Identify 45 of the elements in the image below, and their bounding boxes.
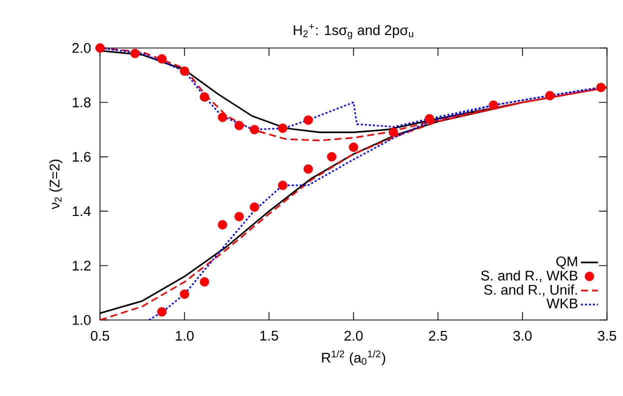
point: [218, 112, 228, 122]
point: [488, 100, 498, 110]
point: [596, 82, 606, 92]
x-tick-label: 1.5: [260, 330, 278, 341]
point: [95, 43, 105, 53]
point: [234, 120, 244, 130]
point: [218, 220, 228, 230]
y-axis-title: ν$_{2}$ (Z=2): [49, 160, 62, 210]
point: [304, 164, 313, 174]
legend-label: QM: [556, 256, 578, 269]
point: [424, 114, 434, 124]
x-tick-label: 3.5: [598, 330, 616, 341]
x-tick-label: 2.5: [429, 330, 448, 341]
point: [180, 66, 190, 76]
point: [545, 90, 555, 100]
point: [157, 307, 167, 317]
y-tick-label: 1.0: [72, 315, 91, 325]
legend-label: S. and R., Unif.: [484, 284, 577, 296]
legend-label: S. and R., WKB: [481, 270, 578, 282]
y-tick-label: 1.8: [72, 97, 91, 108]
x-tick-label: 2.0: [344, 330, 363, 341]
legend-label: WKB: [546, 298, 578, 308]
chart-title: H$_{2}$$^{+}$: 1sσ$_{g}$ and 2pσ$_{u}$: [294, 24, 414, 40]
x-tick-label: 3.0: [513, 330, 532, 341]
x-tick-label: 0.5: [90, 330, 110, 341]
point: [250, 202, 260, 212]
point: [200, 277, 210, 287]
point: [130, 48, 140, 58]
y-tick-label: 1.2: [72, 260, 90, 270]
point: [388, 128, 398, 138]
point: [250, 124, 260, 134]
x-axis-title: R$^{1/2}$ (a$_{0}$$^{1/2}$): [322, 350, 386, 366]
point: [180, 289, 190, 299]
point: [278, 124, 288, 133]
point: [157, 54, 167, 64]
point: [304, 115, 313, 125]
y-tick-label: 1.6: [72, 152, 91, 162]
point: [327, 152, 336, 162]
y-tick-label: 2.0: [72, 43, 91, 53]
x-tick-label: 1.0: [176, 330, 194, 341]
point: [200, 92, 210, 102]
y-tick-label: 1.4: [72, 206, 91, 216]
point: [278, 180, 288, 190]
point: [348, 142, 358, 152]
point: [234, 212, 244, 222]
